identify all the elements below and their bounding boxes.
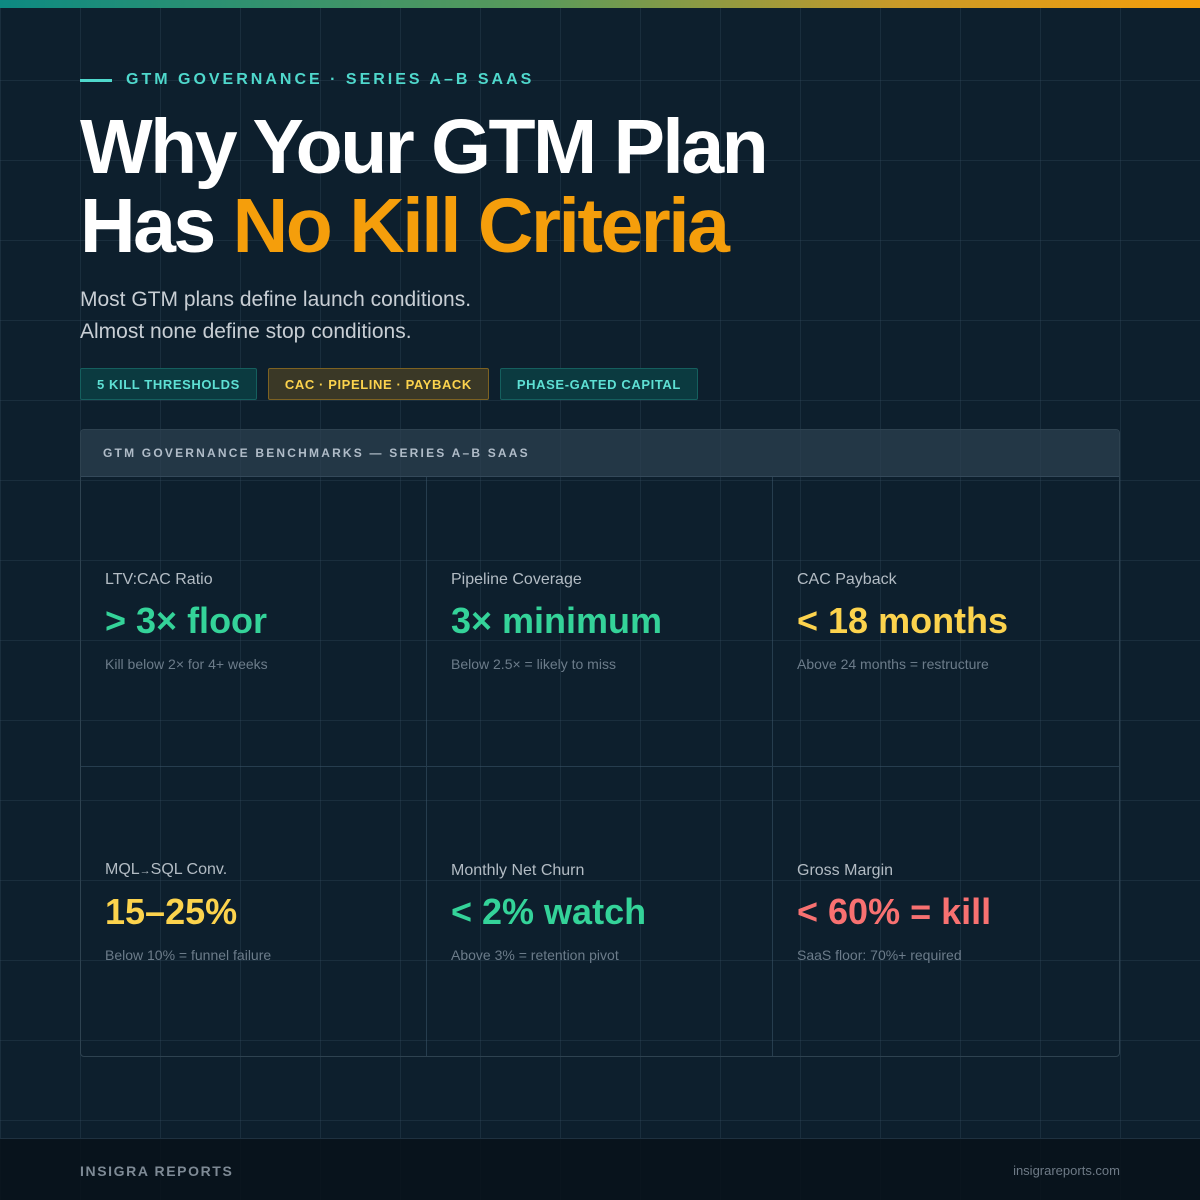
- panel-title: GTM GOVERNANCE BENCHMARKS — SERIES A–B S…: [103, 446, 530, 460]
- metric-value: 15–25%: [105, 891, 238, 932]
- metric-pipeline-coverage: Pipeline Coverage 3× minimum Below 2.5× …: [427, 477, 773, 767]
- metric-value: > 3× floor: [105, 600, 268, 641]
- metric-label: CAC Payback: [797, 571, 897, 588]
- eyebrow-dash-icon: [80, 78, 112, 82]
- metric-ltv-cac: LTV:CAC Ratio > 3× floor Kill below 2× f…: [81, 477, 427, 767]
- metric-gross-margin: Gross Margin < 60% = kill SaaS floor: 70…: [773, 767, 1119, 1056]
- footer: INSIGRA REPORTS insigrareports.com: [0, 1138, 1200, 1200]
- metric-label: Pipeline Coverage: [451, 571, 582, 588]
- metric-note: Below 2.5× = likely to miss: [451, 656, 616, 672]
- tag-cac-pipeline-payback: CAC · PIPELINE · PAYBACK: [267, 368, 489, 400]
- tag-list: 5 KILL THRESHOLDS CAC · PIPELINE · PAYBA…: [80, 368, 698, 400]
- benchmarks-panel: GTM GOVERNANCE BENCHMARKS — SERIES A–B S…: [80, 429, 1120, 1057]
- metric-label: MQL→SQL Conv.: [105, 860, 402, 881]
- metric-value: < 18 months: [797, 600, 1009, 641]
- metrics-grid: LTV:CAC Ratio > 3× floor Kill below 2× f…: [81, 477, 1119, 1056]
- title-line-1: Why Your GTM Plan: [80, 104, 769, 190]
- page-title: Why Your GTM Plan Has No Kill Criteria: [80, 108, 769, 269]
- subtitle-line-1: Most GTM plans define launch conditions.: [80, 288, 472, 311]
- metric-note: Below 10% = funnel failure: [105, 947, 272, 963]
- metric-value: < 2% watch: [451, 890, 647, 932]
- metric-monthly-net-churn: Monthly Net Churn < 2% watch Above 3% = …: [427, 767, 773, 1056]
- panel-header: GTM GOVERNANCE BENCHMARKS — SERIES A–B S…: [81, 430, 1119, 477]
- tag-kill-thresholds: 5 KILL THRESHOLDS: [80, 368, 257, 400]
- title-accent: No Kill Criteria: [232, 183, 730, 269]
- arrow-right-icon: →: [139, 865, 151, 877]
- title-line-2-prefix: Has: [80, 183, 233, 269]
- metric-label: LTV:CAC Ratio: [105, 571, 213, 588]
- metric-label: Gross Margin: [797, 861, 894, 879]
- metric-mql-sql-conversion: MQL→SQL Conv. 15–25% Below 10% = funnel …: [81, 767, 427, 1056]
- footer-url-link[interactable]: insigrareports.com: [1013, 1163, 1120, 1178]
- metric-note: Above 24 months = restructure: [797, 656, 989, 672]
- metric-note: SaaS floor: 70%+ required: [797, 946, 962, 963]
- label-prefix: MQL: [105, 861, 140, 878]
- subtitle: Most GTM plans define launch conditions.…: [80, 284, 471, 348]
- metric-label: Monthly Net Churn: [451, 861, 585, 879]
- metric-note: Above 3% = retention pivot: [451, 946, 619, 963]
- metric-value: < 60% = kill: [797, 890, 992, 932]
- metric-note: Kill below 2× for 4+ weeks: [105, 656, 268, 672]
- label-suffix: SQL Conv.: [150, 861, 228, 878]
- metric-value: 3× minimum: [451, 600, 663, 641]
- footer-brand: INSIGRA REPORTS: [80, 1163, 234, 1179]
- subtitle-line-2: Almost none define stop conditions.: [80, 320, 412, 343]
- metric-cac-payback: CAC Payback < 18 months Above 24 months …: [773, 477, 1119, 767]
- top-gradient-bar: [0, 0, 1200, 8]
- eyebrow: GTM GOVERNANCE · SERIES A–B SAAS: [80, 71, 534, 89]
- tag-phase-gated-capital: PHASE-GATED CAPITAL: [499, 368, 698, 400]
- eyebrow-text: GTM GOVERNANCE · SERIES A–B SAAS: [126, 71, 535, 88]
